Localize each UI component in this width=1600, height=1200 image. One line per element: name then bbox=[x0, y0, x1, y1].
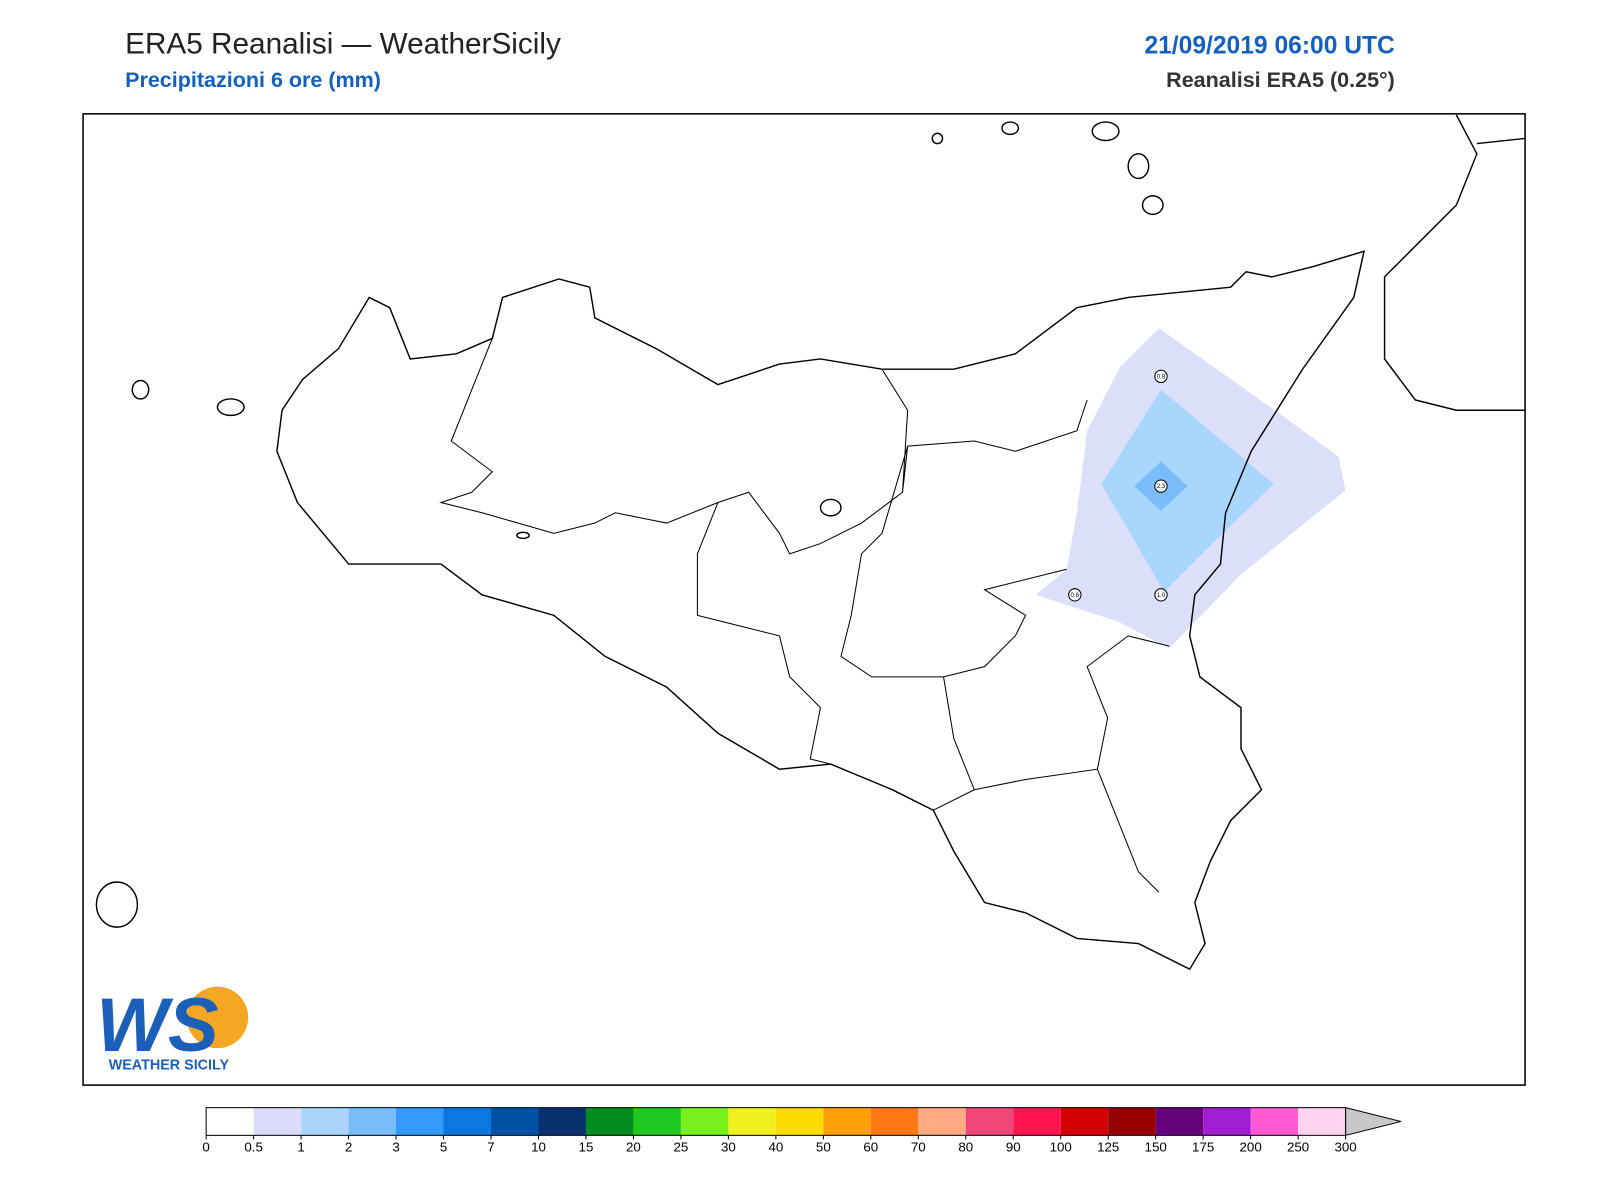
colorbar-segment bbox=[918, 1107, 966, 1136]
colorbar-segment bbox=[870, 1107, 919, 1136]
station-marker bbox=[1154, 588, 1168, 602]
colorbar-segment bbox=[585, 1107, 634, 1136]
station-label: 2.3 bbox=[1157, 483, 1166, 490]
colorbar-tick-label: 0 bbox=[202, 1140, 209, 1155]
colorbar-segment bbox=[1013, 1107, 1061, 1136]
colorbar-tick-label: 20 bbox=[626, 1140, 641, 1155]
precip-area-medium bbox=[1101, 389, 1274, 592]
colorbar-tick-label: 50 bbox=[816, 1140, 831, 1155]
colorbar-tick-label: 30 bbox=[721, 1140, 736, 1155]
colorbar-tick-label: 150 bbox=[1145, 1140, 1167, 1155]
colorbar-tick-label: 70 bbox=[911, 1140, 926, 1155]
station-marker bbox=[1068, 588, 1082, 602]
colorbar-tick-label: 125 bbox=[1097, 1140, 1119, 1155]
station-marker bbox=[1154, 479, 1168, 493]
title: ERA5 Reanalisi — WeatherSicily bbox=[125, 27, 561, 60]
colorbar-extend bbox=[1345, 1106, 1402, 1136]
colorbar-tick-label: 80 bbox=[958, 1140, 973, 1155]
logo-text: WEATHER SICILY bbox=[109, 1058, 230, 1074]
colorbar-tick-label: 175 bbox=[1192, 1140, 1214, 1155]
colorbar-segment bbox=[348, 1107, 397, 1136]
subtitle: Precipitazioni 6 ore (mm) bbox=[125, 68, 381, 92]
colorbar-segment bbox=[396, 1107, 444, 1136]
colorbar-segment bbox=[1250, 1107, 1299, 1136]
colorbar-segment bbox=[443, 1107, 492, 1136]
station-label: 1.0 bbox=[1157, 592, 1166, 599]
colorbar-tick-label: 250 bbox=[1287, 1140, 1309, 1155]
calabria-coast bbox=[1383, 114, 1526, 411]
colorbar-segment bbox=[538, 1107, 586, 1136]
colorbar-segment bbox=[680, 1107, 729, 1136]
colorbar-segment bbox=[206, 1107, 254, 1136]
colorbar-segment bbox=[1108, 1107, 1156, 1136]
datetime: 21/09/2019 06:00 UTC bbox=[1144, 32, 1395, 59]
colorbar-segment bbox=[775, 1107, 824, 1136]
islands bbox=[95, 121, 1164, 928]
figure-body: ERA5 Reanalisi — WeatherSicily Precipita… bbox=[82, 27, 1526, 1155]
colorbar-segment bbox=[253, 1107, 302, 1136]
station-label: 0.6 bbox=[1071, 592, 1080, 599]
colorbar-tick-label: 0.5 bbox=[244, 1140, 263, 1155]
colorbar-tick-label: 15 bbox=[579, 1140, 594, 1155]
logo: WS WEATHER SICILY bbox=[96, 983, 249, 1074]
colorbar-segment bbox=[728, 1107, 776, 1136]
colorbar-segment bbox=[1298, 1107, 1346, 1136]
colorbar-tick-label: 100 bbox=[1050, 1140, 1072, 1155]
colorbar-segment bbox=[823, 1107, 871, 1136]
province-borders bbox=[439, 338, 1170, 893]
map-frame bbox=[82, 113, 1526, 1086]
colorbar-segment bbox=[301, 1107, 349, 1136]
colorbar-tick-label: 7 bbox=[487, 1140, 494, 1155]
station-label: 0.8 bbox=[1157, 373, 1166, 380]
source: Reanalisi ERA5 (0.25°) bbox=[1166, 68, 1395, 92]
colorbar-tick-label: 1 bbox=[297, 1140, 304, 1155]
station-marker bbox=[1154, 369, 1168, 384]
colorbar-segment bbox=[491, 1107, 539, 1136]
colorbar-segment bbox=[633, 1107, 681, 1136]
colorbar: 0 0.5 1 2 3 5 7 10 15 20 25 30 40 50 60 70 80 90 100 125 150… bbox=[202, 1106, 1402, 1155]
colorbar-tick-label: 200 bbox=[1240, 1140, 1262, 1155]
colorbar-tick-label: 60 bbox=[863, 1140, 878, 1155]
logo-mark: WS bbox=[96, 983, 218, 1068]
colorbar-tick-label: 3 bbox=[392, 1140, 399, 1155]
stations: 0.8 2.3 0.6 1.0 bbox=[1068, 369, 1168, 602]
colorbar-tick-label: 40 bbox=[768, 1140, 783, 1155]
colorbar-tick-label: 25 bbox=[673, 1140, 688, 1155]
colorbar-segment bbox=[965, 1107, 1014, 1136]
colorbar-tick-label: 90 bbox=[1006, 1140, 1021, 1155]
colorbar-segment bbox=[1203, 1107, 1251, 1136]
logo-sun bbox=[186, 986, 249, 1049]
colorbar-tick-label: 5 bbox=[440, 1140, 447, 1155]
colorbar-segment bbox=[1155, 1107, 1204, 1136]
colorbar-segment bbox=[1060, 1107, 1109, 1136]
colorbar-tick-label: 10 bbox=[531, 1140, 546, 1155]
colorbar-tick-label: 2 bbox=[345, 1140, 352, 1155]
colorbar-tick-label: 300 bbox=[1334, 1140, 1356, 1155]
